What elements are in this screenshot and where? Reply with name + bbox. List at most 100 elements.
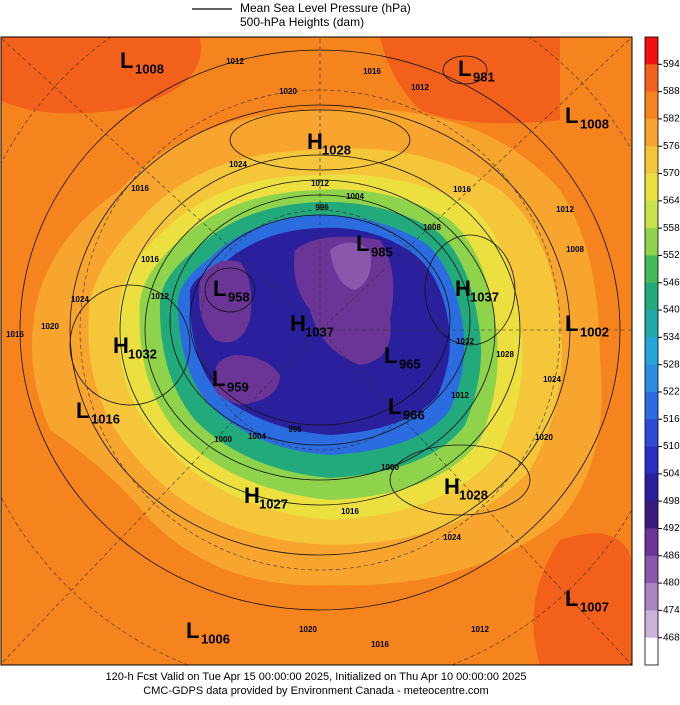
center-value: 1037 [470, 289, 499, 304]
contour-label: 1012 [226, 57, 244, 66]
center-letter: L [76, 398, 89, 423]
colorbar-label: 492 [663, 523, 680, 534]
colorbar-band [645, 637, 658, 666]
colorbar-band [645, 419, 658, 447]
center-value: 966 [403, 407, 425, 422]
center-letter: L [458, 56, 471, 81]
center-letter: L [212, 366, 225, 391]
colorbar-label: 582 [663, 114, 680, 125]
colorbar-label: 516 [663, 414, 680, 425]
legend-text: 500-hPa Heights (dam) [240, 15, 364, 29]
center-value: 1028 [322, 142, 351, 157]
contour-label: 996 [288, 425, 302, 434]
contour-label: 1024 [71, 295, 89, 304]
contour-label: 1020 [41, 322, 59, 331]
colorbar-label: 534 [663, 332, 680, 343]
colorbar-band [645, 255, 658, 284]
center-letter: L [388, 394, 401, 419]
colorbar-band [645, 337, 658, 365]
center-value: 1006 [201, 631, 230, 646]
colorbar-label: 546 [663, 277, 680, 288]
colorbar-label: 480 [663, 578, 680, 589]
center-value: 985 [371, 244, 393, 259]
colorbar-band [645, 118, 658, 147]
contour-label: 1012 [151, 292, 169, 301]
center-letter: H [444, 474, 460, 499]
colorbar-label: 522 [663, 387, 680, 398]
center-value: 1008 [580, 116, 609, 131]
colorbar-band [645, 610, 658, 638]
colorbar-band [645, 364, 658, 393]
center-letter: H [113, 333, 129, 358]
contour-label: 1012 [411, 83, 429, 92]
colorbar-band [645, 583, 658, 611]
colorbar-band [645, 310, 658, 338]
colorbar-label: 474 [663, 605, 680, 616]
contour-label: 1016 [363, 67, 381, 76]
colorbar-band [645, 200, 658, 229]
contour-label: 1008 [566, 245, 584, 254]
colorbar-label: 570 [663, 168, 680, 179]
colorbar-label: 468 [663, 632, 680, 643]
center-letter: L [384, 343, 397, 368]
colorbar-label: 552 [663, 250, 680, 261]
contour-label: 1020 [299, 625, 317, 634]
contour-label: 1008 [423, 223, 441, 232]
colorbar-band [645, 146, 658, 174]
contour-label: 1000 [214, 435, 232, 444]
center-letter: L [565, 311, 578, 336]
colorbar-band [645, 555, 658, 584]
colorbar-label: 588 [663, 86, 680, 97]
center-value: 958 [228, 289, 250, 304]
colorbar-label: 486 [663, 550, 680, 561]
map-frame [0, 36, 633, 666]
center-value: 1008 [135, 61, 164, 76]
contour-label: 1024 [543, 375, 561, 384]
center-value: 1037 [305, 324, 334, 339]
contour-label: 1020 [279, 87, 297, 96]
contour-label: 1024 [229, 160, 247, 169]
colorbar-label: 504 [663, 469, 680, 480]
graticule [1, 37, 632, 665]
colorbar-band [645, 446, 658, 475]
colorbar-label: 540 [663, 305, 680, 316]
contour-label: 1012 [451, 391, 469, 400]
colorbar-label: 498 [663, 496, 680, 507]
center-value: 1028 [459, 487, 488, 502]
contour-label: 996 [315, 203, 329, 212]
center-value: 1002 [580, 324, 609, 339]
center-value: 1016 [91, 411, 120, 426]
contour-label: 1012 [556, 205, 574, 214]
contour-label: 1016 [371, 640, 389, 649]
colorbar: 594 588 582 576 570 564 558 552 546 540 534 528 522 5… [644, 36, 680, 666]
center-letter: L [565, 103, 578, 128]
colorbar-band [645, 282, 658, 311]
center-value: 965 [399, 356, 421, 371]
contour-label: 1016 [453, 185, 471, 194]
contour-label: 1000 [381, 463, 399, 472]
colorbar-label: 558 [663, 223, 680, 234]
center-value: 959 [227, 379, 249, 394]
center-letter: H [290, 311, 306, 336]
center-letter: H [455, 276, 471, 301]
colorbar-band [645, 173, 658, 202]
contour-label: 1012 [311, 179, 329, 188]
center-letter: L [186, 618, 199, 643]
contour-label: 1012 [471, 625, 489, 634]
contour-label: 1016 [141, 255, 159, 264]
colorbar-band [645, 391, 658, 420]
center-value: 981 [473, 69, 495, 84]
colorbar-band [645, 501, 658, 529]
colorbar-band [645, 528, 658, 557]
center-letter: H [244, 483, 260, 508]
contour-label: 1028 [496, 350, 514, 359]
legend-text: Mean Sea Level Pressure (hPa) [240, 1, 411, 15]
center-letter: L [213, 276, 226, 301]
colorbar-label: 510 [663, 441, 680, 452]
colorbar-band [645, 473, 658, 502]
contour-label: 1016 [131, 184, 149, 193]
center-letter: L [120, 48, 133, 73]
